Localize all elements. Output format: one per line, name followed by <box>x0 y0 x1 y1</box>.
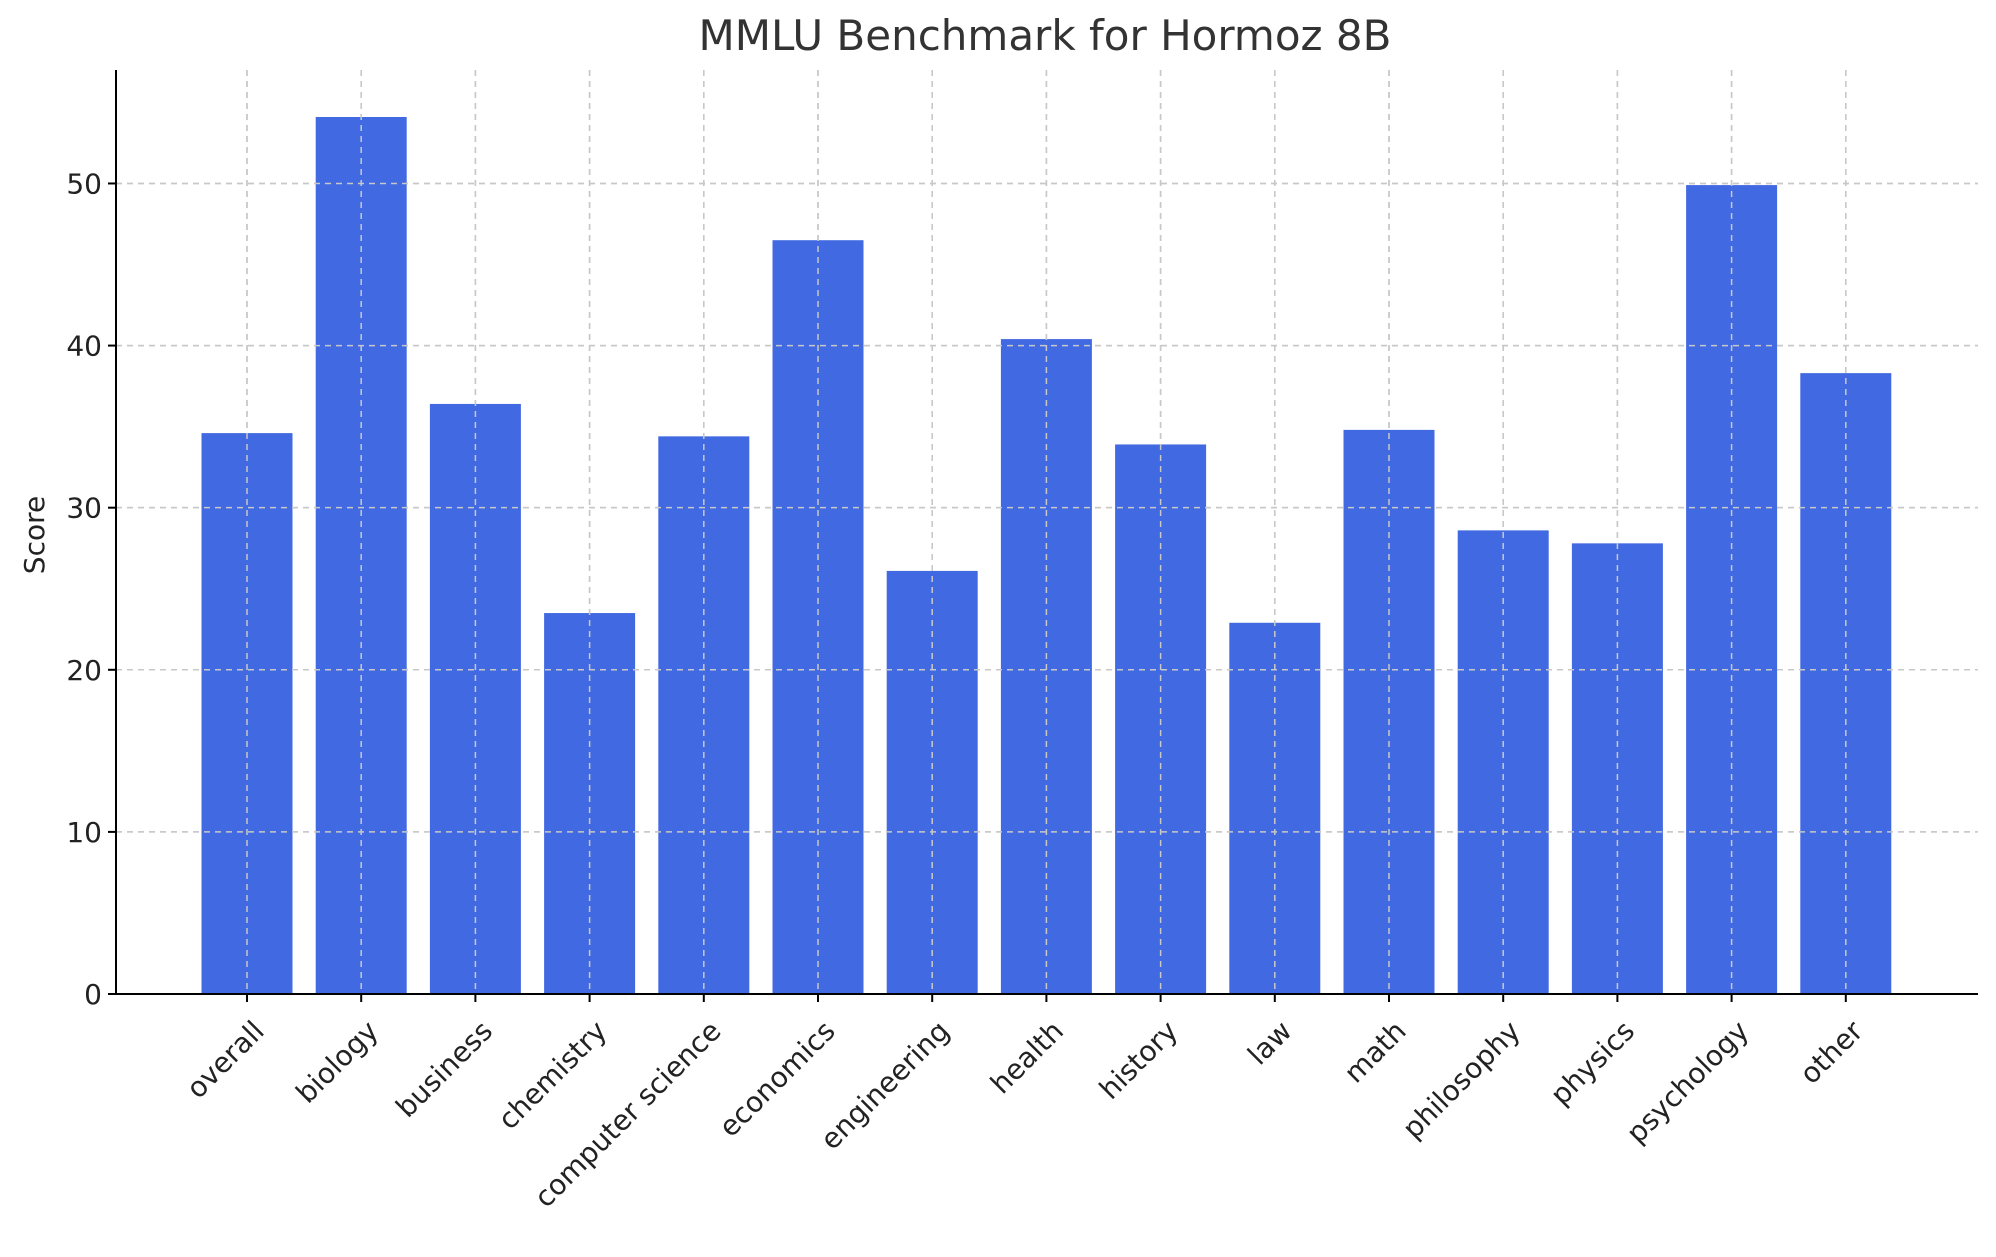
x-tick-label: biology <box>289 1014 384 1109</box>
x-tick-label: law <box>1241 1014 1298 1071</box>
chart-title: MMLU Benchmark for Hormoz 8B <box>699 11 1392 60</box>
bar-engineering <box>886 570 978 994</box>
x-tick-label: business <box>389 1014 499 1124</box>
y-axis-label: Score <box>18 496 51 574</box>
bar-computer-science <box>658 436 750 994</box>
x-tick-label: overall <box>180 1014 271 1105</box>
x-tick-label: computer science <box>528 1014 728 1214</box>
x-tick-label: physics <box>1544 1014 1641 1111</box>
x-tick-label: philosophy <box>1396 1014 1527 1145</box>
x-tick-label: chemistry <box>492 1014 614 1136</box>
x-tick-label: psychology <box>1620 1014 1755 1149</box>
y-tick-label: 0 <box>84 978 102 1011</box>
bar-economics <box>772 240 864 995</box>
x-tick-labels: overall biology businesschemistrycomputer … <box>180 1014 1870 1214</box>
y-tick-label: 20 <box>66 654 102 687</box>
y-tick-label: 40 <box>66 330 102 363</box>
y-tick-label: 10 <box>66 816 102 849</box>
bar-philosophy <box>1457 530 1549 994</box>
x-tick-label: history <box>1093 1014 1184 1105</box>
bars <box>116 70 1978 995</box>
axes <box>108 70 1978 1002</box>
x-tick-label: health <box>984 1014 1070 1100</box>
y-tick-label: 30 <box>66 492 102 525</box>
x-tick-label: other <box>1793 1014 1869 1090</box>
y-tick-labels: 0 10 20 30 40 50 <box>66 167 102 1011</box>
x-tick-label: math <box>1338 1014 1413 1089</box>
y-tick-label: 50 <box>66 167 102 200</box>
bar-other <box>1800 373 1892 994</box>
